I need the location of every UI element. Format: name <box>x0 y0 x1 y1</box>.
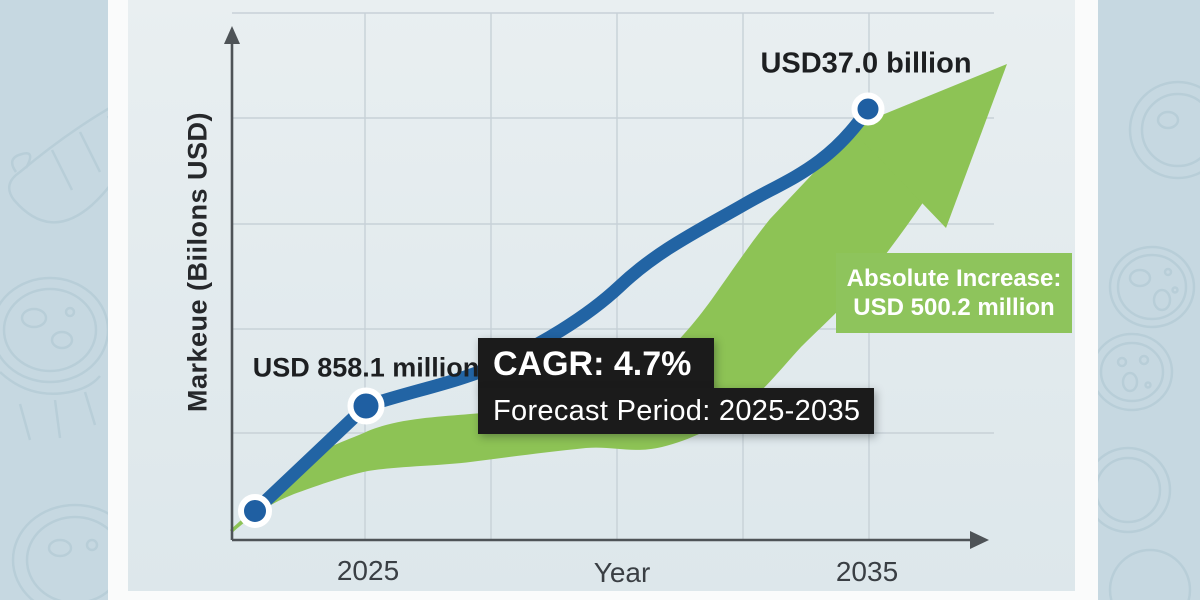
x-tick-2025: 2025 <box>336 555 400 586</box>
forecast-line <box>248 102 875 518</box>
sushi-roll-icon <box>0 276 110 441</box>
arrowhead-icon <box>850 64 1007 228</box>
data-point-2025 <box>347 387 385 425</box>
data-point-start <box>238 494 272 528</box>
x-axis-label: Year <box>593 557 651 588</box>
data-point-2035 <box>851 92 885 126</box>
sushi-roll-icon <box>1128 80 1200 180</box>
growth-arrow <box>230 64 1007 533</box>
cagr-annotation: CAGR: 4.7% <box>478 338 714 390</box>
sushi-roll-icon <box>1108 245 1196 329</box>
y-axis-label: Markeue (Biilons USD) <box>182 111 213 413</box>
axes <box>224 26 989 549</box>
chart-canvas <box>224 12 1007 549</box>
absolute-increase-line1: Absolute Increase: <box>846 264 1062 292</box>
sushi-roll-icon <box>1090 332 1174 412</box>
sushi-roll-icon <box>1084 446 1172 534</box>
absolute-increase-annotation: Absolute Increase: USD 500.2 million <box>836 253 1072 333</box>
data-point-markers <box>238 92 885 528</box>
sushi-roll-icon <box>1108 548 1192 600</box>
absolute-increase-line2: USD 500.2 million <box>853 294 1055 321</box>
data-label-2025: USD 858.1 million <box>252 352 480 383</box>
data-label-2035: USD37.0 billion <box>760 47 972 80</box>
x-tick-2035: 2035 <box>835 556 899 587</box>
forecast-period-annotation: Forecast Period: 2025-2035 <box>478 388 874 434</box>
